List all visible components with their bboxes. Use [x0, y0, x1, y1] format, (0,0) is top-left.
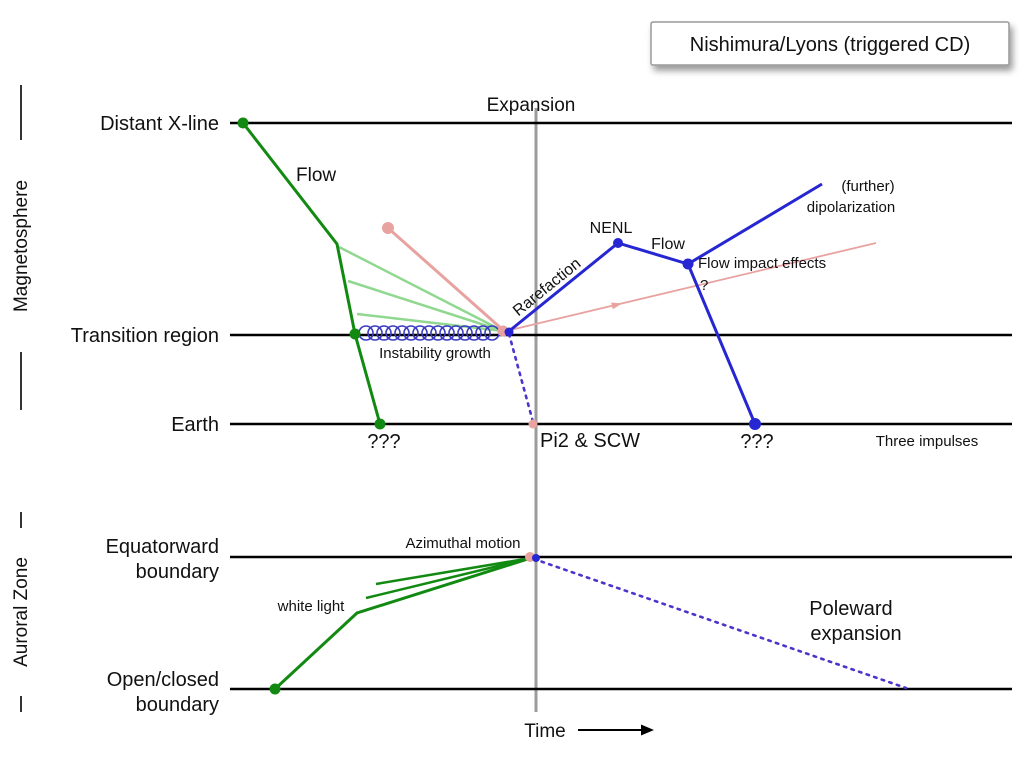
junction-blue-dot	[504, 327, 514, 337]
blue-nenl-lines	[507, 182, 823, 425]
fan-line	[347, 279, 504, 333]
nenl-dot	[613, 238, 623, 248]
pink-dots	[382, 222, 538, 562]
flow-impact-arrowhead	[611, 302, 622, 310]
transition-arrival-dot	[349, 328, 361, 340]
rarefaction-label: Rarefaction	[510, 255, 584, 320]
nenl-dipolarization-line	[507, 182, 823, 334]
auroral-zone-axis-label: Auroral Zone	[11, 557, 32, 667]
flow-lines-auroral	[273, 556, 532, 691]
flow-to-earth-line	[686, 263, 757, 425]
flow-fan-auroral	[365, 556, 532, 600]
blue-dots	[504, 238, 761, 562]
flow-impact-dot	[682, 258, 694, 270]
pi2-earth-dot	[528, 419, 538, 429]
flow-mid-label: Flow	[651, 236, 685, 253]
pi2-propagation-line	[507, 332, 535, 424]
auroral-streamer-line	[273, 556, 532, 691]
flow-impact-label-1: Flow impact effects	[698, 255, 826, 272]
unknown-right-label: ???	[740, 431, 773, 453]
fan-line	[365, 556, 532, 600]
flow-lines-magnetosphere	[241, 122, 382, 425]
poleward-expansion-label-2: expansion	[810, 623, 901, 645]
poleward-start-dot	[532, 554, 540, 562]
earthward-flow-line	[241, 122, 382, 425]
title-box-frame	[650, 21, 1010, 66]
white-light-label: white light	[277, 598, 346, 615]
earth-impulse-dot	[749, 418, 761, 430]
equatorward-boundary-label-2: boundary	[136, 561, 219, 583]
pink-flow-lines	[387, 226, 877, 332]
fan-line	[375, 556, 532, 586]
flow-upper-label: Flow	[296, 165, 336, 186]
time-label: Time	[524, 721, 566, 742]
earth-arrival-dot	[374, 418, 386, 430]
dotted-propagation-lines	[507, 332, 908, 690]
earth-label: Earth	[171, 414, 219, 436]
open-closed-start-dot	[269, 683, 281, 695]
open-closed-boundary-label-2: boundary	[136, 694, 219, 716]
magnetosphere-axis-label: Magnetosphere	[11, 180, 32, 312]
nenl-label: NENL	[590, 220, 633, 237]
green-dots	[237, 117, 386, 695]
pi2-scw-label: Pi2 & SCW	[540, 430, 640, 452]
three-impulses-label: Three impulses	[876, 433, 979, 450]
flow-impact-line	[505, 242, 877, 332]
distant-xline-label: Distant X-line	[100, 113, 219, 135]
poleward-expansion-line	[532, 557, 908, 690]
transition-region-label: Transition region	[71, 325, 219, 347]
open-closed-boundary-label-1: Open/closed	[107, 669, 219, 691]
pink-flow-line	[387, 226, 504, 332]
further-dipolarization-label-1: (further)	[841, 178, 894, 195]
flow-impact-label-2: ?	[700, 277, 708, 294]
flow-fan-magnetosphere	[338, 245, 504, 333]
fan-line	[338, 245, 504, 333]
unknown-left-label: ???	[367, 431, 400, 453]
further-dipolarization-label-2: dipolarization	[807, 199, 895, 216]
poleward-expansion-label-1: Poleward	[809, 598, 892, 620]
azimuthal-motion-label: Azimuthal motion	[405, 535, 520, 552]
xline-start-dot	[237, 117, 249, 129]
pink-flow-start-dot	[382, 222, 394, 234]
title-box-label: Nishimura/Lyons (triggered CD)	[690, 34, 970, 56]
title-box: Nishimura/Lyons (triggered CD)	[650, 21, 1010, 66]
equatorward-boundary-label-1: Equatorward	[106, 536, 219, 558]
expansion-label: Expansion	[487, 95, 576, 116]
instability-coil	[358, 325, 500, 341]
time-arrowhead	[641, 724, 654, 736]
instability-growth-label: Instability growth	[379, 345, 491, 362]
